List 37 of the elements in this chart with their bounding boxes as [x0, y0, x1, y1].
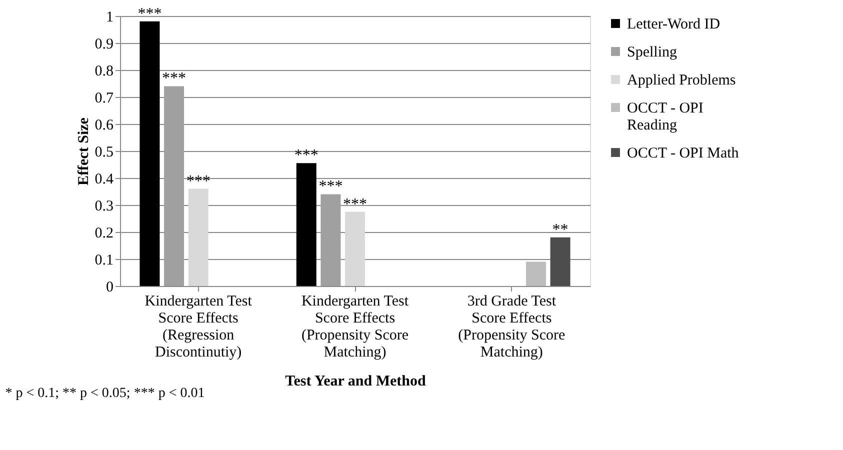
legend-label: Applied Problems [627, 72, 736, 88]
legend-label: Spelling [627, 44, 678, 60]
data-label: *** [138, 5, 162, 22]
bar [164, 86, 184, 286]
x-tick-label: 3rd Grade Test Score Effects (Propensity Score Matching) [458, 294, 566, 360]
data-label: *** [186, 172, 210, 190]
y-tick-label: 0.4 [94, 172, 114, 188]
data-label: ** [552, 221, 568, 238]
y-tick-label: 0.5 [94, 144, 114, 160]
legend-label: OCCT - OPI Math [627, 146, 740, 162]
y-tick-label: 0.9 [94, 36, 114, 52]
bar [550, 237, 570, 286]
y-tick-label: 0.1 [94, 252, 114, 268]
y-tick-label: 0.7 [94, 90, 114, 106]
bar [345, 212, 365, 286]
text: * p < 0.1; ** p < 0.05; *** p < 0.01 [5, 386, 205, 401]
bar [188, 188, 208, 286]
bar [296, 163, 316, 286]
x-tick-label: Kindergarten Test Score Effects (Regression Discontinutiy) [144, 294, 253, 360]
bar [526, 262, 546, 286]
legend-label: Letter-Word ID [627, 16, 720, 32]
data-label: *** [162, 70, 186, 88]
y-tick-label: 0.3 [94, 198, 114, 214]
data-label: *** [343, 196, 367, 213]
data-label: *** [294, 147, 318, 164]
bar [140, 21, 160, 286]
y-tick-label: 0.2 [94, 226, 114, 242]
data-label: *** [318, 178, 343, 196]
legend-label: OCCT - OPI Reading [627, 100, 704, 134]
y-tick-label: 1 [106, 10, 114, 26]
y-tick-label: 0.6 [94, 118, 114, 134]
bar [320, 194, 341, 286]
y-axis-title: Effect Size [76, 117, 92, 186]
x-axis-title: Test Year and Method [285, 374, 427, 390]
y-tick-label: 0.8 [94, 64, 114, 80]
x-tick-label: Kindergarten Test Score Effects (Propensity Score Matching) [301, 294, 410, 360]
y-tick-label: 0 [106, 280, 114, 296]
